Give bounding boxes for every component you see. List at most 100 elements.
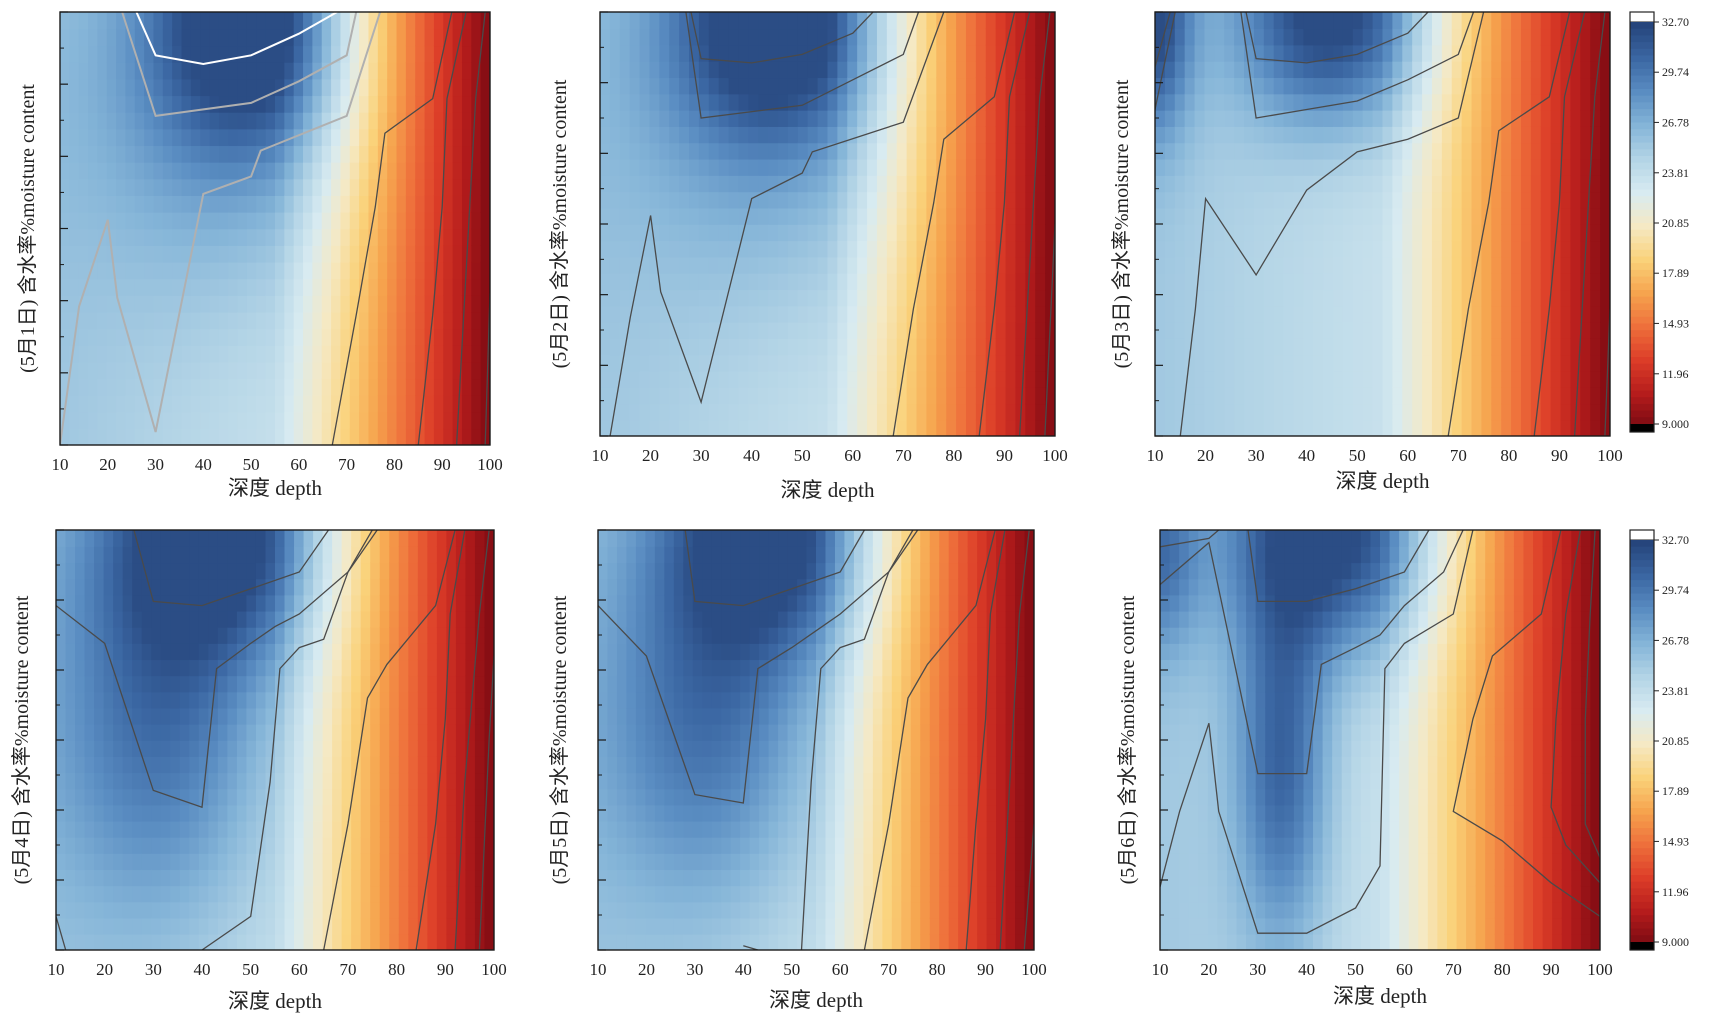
field-cell xyxy=(60,411,71,430)
field-cell xyxy=(312,361,323,380)
field-cell xyxy=(1342,77,1354,95)
field-cell xyxy=(321,178,332,196)
field-cell xyxy=(255,933,267,950)
field-cell xyxy=(56,675,67,693)
field-cell xyxy=(446,772,457,790)
field-cell xyxy=(284,245,295,263)
field-cell xyxy=(141,836,153,854)
contour-fill xyxy=(600,12,1055,436)
field-cell xyxy=(341,643,352,661)
field-cell xyxy=(417,772,429,790)
field-cell xyxy=(275,933,286,950)
field-cell xyxy=(484,804,494,822)
field-cell xyxy=(926,354,938,372)
field-cell xyxy=(471,345,482,363)
field-cell xyxy=(471,245,482,263)
field-cell xyxy=(321,195,332,213)
field-cell xyxy=(396,345,407,363)
field-cell xyxy=(748,224,760,242)
field-cell xyxy=(1392,256,1404,274)
x-tick-label: 20 xyxy=(99,455,116,474)
field-cell xyxy=(1402,338,1413,356)
field-cell xyxy=(748,272,760,291)
field-cell xyxy=(189,643,200,661)
field-cell xyxy=(1244,338,1255,356)
field-cell xyxy=(639,370,651,388)
field-cell xyxy=(975,256,987,274)
field-cell xyxy=(236,578,248,596)
field-cell xyxy=(1214,256,1226,274)
field-cell xyxy=(1461,191,1473,209)
field-cell xyxy=(134,28,145,47)
field-cell xyxy=(132,659,143,677)
field-cell xyxy=(200,178,211,196)
field-cell xyxy=(1540,370,1552,388)
field-cell xyxy=(1501,289,1512,307)
field-cell xyxy=(484,578,494,596)
field-cell xyxy=(1293,93,1305,111)
field-cell xyxy=(1530,419,1542,436)
field-cell xyxy=(1005,28,1017,46)
field-cell xyxy=(1045,93,1055,111)
field-cell xyxy=(857,272,868,291)
field-cell xyxy=(125,361,136,380)
field-cell xyxy=(609,321,621,339)
field-cell xyxy=(122,804,133,822)
field-cell xyxy=(936,387,947,405)
field-cell xyxy=(255,917,267,935)
field-cell xyxy=(659,28,671,46)
field-cell xyxy=(837,419,849,436)
field-cell xyxy=(69,295,80,313)
field-cell xyxy=(847,175,858,193)
field-cell xyxy=(284,675,295,693)
field-cell xyxy=(236,610,248,628)
field-cell xyxy=(837,321,849,339)
field-cell xyxy=(787,142,799,160)
field-cell xyxy=(433,161,445,180)
field-cell xyxy=(1283,142,1295,160)
field-cell xyxy=(1372,224,1384,242)
field-cell xyxy=(886,370,898,388)
field-cell xyxy=(359,145,370,163)
field-cell xyxy=(1362,240,1374,258)
field-cell xyxy=(1174,240,1186,258)
field-cell xyxy=(88,178,99,196)
field-cell xyxy=(113,643,124,661)
field-cell xyxy=(1214,191,1226,209)
field-cell xyxy=(1352,419,1364,436)
field-cell xyxy=(985,387,997,405)
field-cell xyxy=(708,44,720,62)
field-cell xyxy=(122,756,133,774)
field-cell xyxy=(1283,191,1295,209)
field-cell xyxy=(1372,28,1384,46)
field-cell xyxy=(1560,142,1572,160)
field-cell xyxy=(906,354,918,372)
field-cell xyxy=(94,707,105,725)
field-cell xyxy=(797,370,809,388)
field-cell xyxy=(284,95,295,113)
field-cell xyxy=(1392,44,1404,62)
field-cell xyxy=(1471,28,1483,46)
field-cell xyxy=(1155,142,1166,160)
field-cell xyxy=(827,60,839,79)
field-cell xyxy=(351,820,362,838)
field-cell xyxy=(351,530,362,547)
field-cell xyxy=(417,594,429,612)
field-cell xyxy=(896,12,908,30)
field-cell xyxy=(141,853,153,871)
field-cell xyxy=(1244,126,1255,144)
field-cell xyxy=(461,328,473,346)
field-cell xyxy=(728,240,740,258)
field-cell xyxy=(649,207,661,225)
field-cell xyxy=(113,546,124,564)
field-cell xyxy=(427,530,438,547)
field-cell xyxy=(1273,60,1285,79)
field-cell xyxy=(1372,126,1384,144)
field-cell xyxy=(69,311,80,330)
field-cell xyxy=(1471,387,1483,405)
field-cell xyxy=(1481,240,1493,258)
field-cell xyxy=(370,594,381,612)
field-cell xyxy=(398,610,410,628)
field-cell xyxy=(465,869,476,887)
